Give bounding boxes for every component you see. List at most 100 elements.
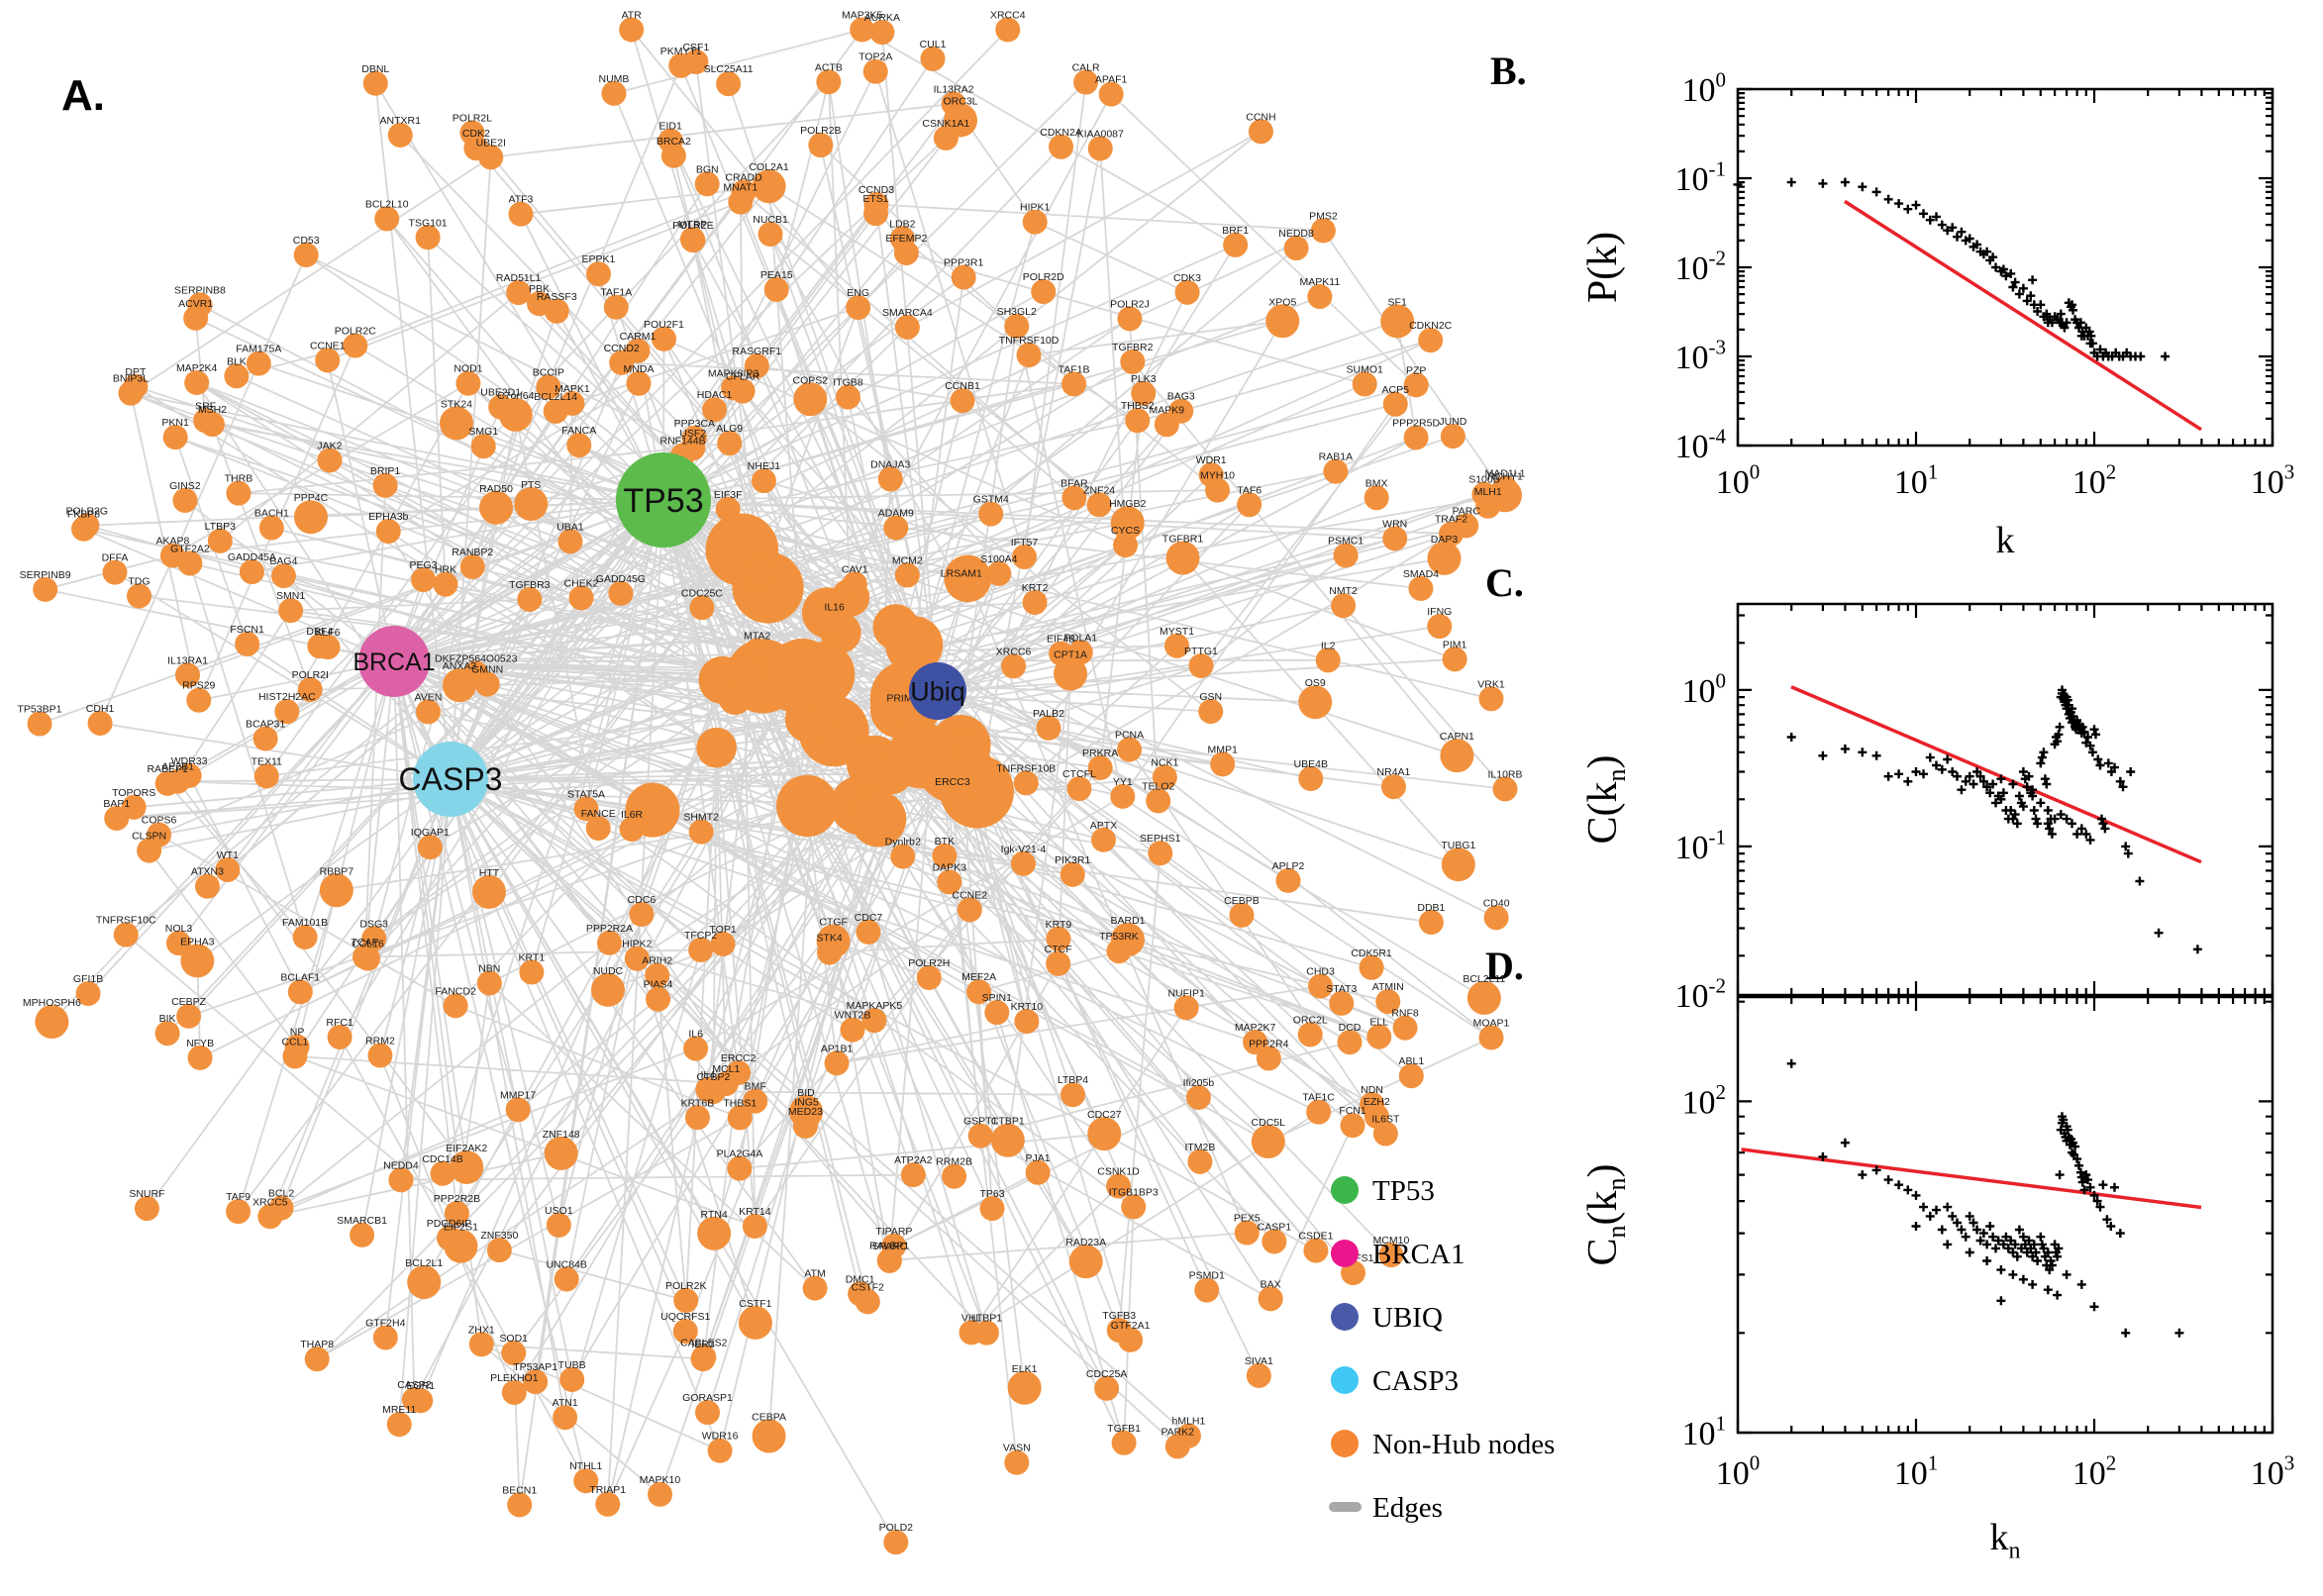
non-hub-node <box>184 370 210 396</box>
node-label: CDC14B <box>422 1153 462 1165</box>
non-hub-node <box>1110 923 1145 957</box>
node-label: GADD45A <box>228 551 276 563</box>
node-label: CCL1 <box>281 1036 308 1047</box>
non-hub-node <box>362 70 388 96</box>
non-hub-node <box>1073 69 1099 95</box>
node-label: NEDD8 <box>1278 228 1314 240</box>
legend-item-non-hub-nodes-swatch <box>1331 1430 1359 1457</box>
node-label: IER3 <box>691 1339 715 1350</box>
non-hub-node <box>27 711 52 737</box>
non-hub-node <box>443 668 477 703</box>
node-label: PALB2 <box>1033 708 1064 720</box>
node-label: PIK3R1 <box>1055 854 1090 866</box>
non-hub-node <box>1382 526 1408 551</box>
node-label: ZNF148 <box>543 1129 580 1141</box>
non-hub-node <box>808 133 834 158</box>
panel-c-label: C. <box>1485 560 1524 605</box>
non-hub-node <box>619 816 645 842</box>
node-label: AP1B1 <box>821 1043 854 1054</box>
non-hub-node <box>1013 770 1039 796</box>
non-hub-node <box>1198 462 1224 488</box>
node-label: POLD2 <box>879 1522 914 1534</box>
legend-item-ubiq-label: UBIQ <box>1372 1302 1443 1334</box>
non-hub-node <box>1440 739 1474 773</box>
non-hub-node <box>523 1369 549 1395</box>
y-tick-label: 10-2 <box>1675 247 1727 287</box>
node-label: MOAP1 <box>1473 1017 1510 1029</box>
non-hub-node <box>1492 776 1518 802</box>
non-hub-node <box>559 1366 585 1392</box>
node-label: DBNL <box>361 63 389 75</box>
non-hub-node <box>842 571 867 597</box>
node-label: POLR2D <box>1023 271 1064 283</box>
node-label: RFC1 <box>326 1017 354 1029</box>
node-label: COPS6 <box>142 815 177 827</box>
non-hub-node <box>1478 686 1504 712</box>
non-hub-node <box>863 201 889 227</box>
node-label: MCL1 <box>712 1063 740 1075</box>
node-label: BGN <box>696 163 719 175</box>
node-label: IL13RA1 <box>167 654 208 666</box>
non-hub-node <box>1022 589 1048 615</box>
non-hub-node <box>304 1347 330 1372</box>
non-hub-node <box>430 1160 455 1186</box>
non-hub-node <box>319 873 354 908</box>
node-label: DAPK3 <box>933 861 967 873</box>
non-hub-node <box>573 796 599 822</box>
node-label: MAD1L1 <box>1485 467 1526 479</box>
node-label: MCM2 <box>892 554 923 566</box>
non-hub-node <box>1152 764 1177 790</box>
non-hub-node <box>407 1265 442 1300</box>
non-hub-node <box>625 338 651 363</box>
non-hub-node <box>1323 458 1349 484</box>
non-hub-node <box>1086 492 1112 518</box>
non-hub-node <box>476 970 502 996</box>
non-hub-node <box>850 790 907 848</box>
node-label: FANCD2 <box>435 985 476 997</box>
node-label: IL6R <box>621 809 644 821</box>
x-tick-label: 103 <box>2251 1451 2295 1492</box>
non-hub-node <box>554 1266 579 1292</box>
non-hub-node <box>361 926 387 951</box>
node-label: UBE4B <box>1294 758 1328 770</box>
legend-item-casp3-label: CASP3 <box>1372 1365 1459 1397</box>
node-label: PLK3 <box>1131 373 1157 385</box>
node-label: IL4 <box>700 1069 715 1081</box>
node-label: PKN1 <box>161 417 189 429</box>
node-label: MAP2K7 <box>1235 1022 1276 1034</box>
node-label: GTF2A1 <box>1111 1320 1151 1332</box>
node-label: CPT1A <box>1054 649 1087 661</box>
non-hub-node <box>343 333 368 358</box>
non-hub-node <box>822 609 848 635</box>
non-hub-node <box>990 1123 1025 1157</box>
node-label: UNC84B <box>546 1258 586 1270</box>
node-label: NMT2 <box>1329 585 1358 597</box>
node-label: IL2 <box>1321 640 1336 651</box>
node-label: RAD50 <box>479 483 513 495</box>
node-label: ZNF24 <box>1083 484 1115 496</box>
scatter-points <box>1733 177 2171 361</box>
non-hub-node <box>651 326 676 351</box>
node-label: ATXN3 <box>191 866 224 878</box>
node-label: UBE2D1 <box>480 387 521 399</box>
node-label: KRT2 <box>1022 582 1049 594</box>
node-label: FSCN1 <box>230 624 264 636</box>
y-axis-title: C(kn) <box>1580 755 1631 845</box>
non-hub-node <box>1307 284 1333 310</box>
node-label: GADD45G <box>596 573 646 585</box>
node-label: BAG4 <box>269 555 297 567</box>
node-label: ORC3L <box>944 95 978 107</box>
node-label: CLSPN <box>132 831 166 843</box>
node-label: CASP2 <box>397 1379 432 1391</box>
node-label: POLR2G <box>66 505 109 517</box>
node-label: CD40 <box>1483 897 1510 909</box>
node-label: EFEMP2 <box>885 233 927 245</box>
node-label: NUMB <box>599 73 630 85</box>
node-label: TGFBR1 <box>1162 534 1204 546</box>
node-label: BCL2L11 <box>1463 973 1505 985</box>
non-hub-node <box>1303 1238 1329 1263</box>
node-label: THBS2 <box>1121 400 1155 412</box>
node-label: TUBG1 <box>1441 840 1475 851</box>
non-hub-node <box>645 962 670 988</box>
non-hub-node <box>75 980 101 1006</box>
